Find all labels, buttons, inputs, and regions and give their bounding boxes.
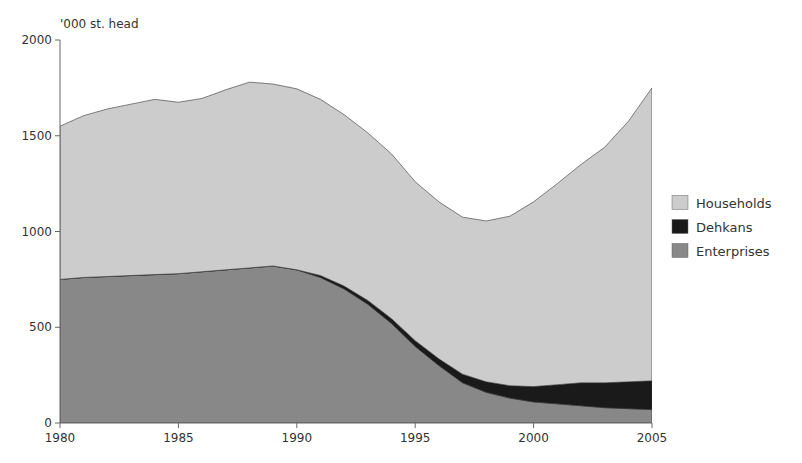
y-tick <box>55 135 60 136</box>
y-tick <box>55 423 60 424</box>
x-tick-label: 1985 <box>163 431 194 445</box>
x-tick-label: 1990 <box>282 431 313 445</box>
chart-container: '000 st. head 1980 1985 1990 1995 2000 2005 0 50… <box>0 0 802 463</box>
legend-label: Households <box>696 196 772 211</box>
x-axis-line <box>60 423 652 424</box>
axes: 1980 1985 1990 1995 2000 2005 0 500 1000 1500 2000 <box>21 33 667 445</box>
y-tick-label: 2000 <box>21 33 52 47</box>
legend-swatch <box>672 220 688 234</box>
x-tick-label: 2005 <box>637 431 668 445</box>
legend-label: Dehkans <box>696 220 753 235</box>
chart: '000 st. head 1980 1985 1990 1995 2000 2005 0 50… <box>0 0 802 463</box>
legend-swatch <box>672 196 688 210</box>
y-tick-label: 0 <box>44 416 52 430</box>
legend-swatch <box>672 244 688 258</box>
areas <box>60 82 652 423</box>
x-tick <box>533 423 534 428</box>
y-tick <box>55 231 60 232</box>
y-tick-label: 500 <box>29 320 52 334</box>
x-tick <box>60 423 61 428</box>
y-axis-label: '000 st. head <box>60 17 139 31</box>
x-tick-label: 1980 <box>45 431 76 445</box>
x-tick <box>296 423 297 428</box>
y-tick-label: 1000 <box>21 225 52 239</box>
x-tick <box>652 423 653 428</box>
y-tick-label: 1500 <box>21 129 52 143</box>
x-tick-label: 2000 <box>518 431 549 445</box>
x-tick <box>178 423 179 428</box>
area <box>60 82 652 386</box>
y-tick <box>55 327 60 328</box>
x-tick <box>415 423 416 428</box>
y-tick <box>55 40 60 41</box>
legend-label: Enterprises <box>696 244 770 259</box>
legend: Households Dehkans Enterprises <box>672 196 772 259</box>
x-tick-label: 1995 <box>400 431 431 445</box>
